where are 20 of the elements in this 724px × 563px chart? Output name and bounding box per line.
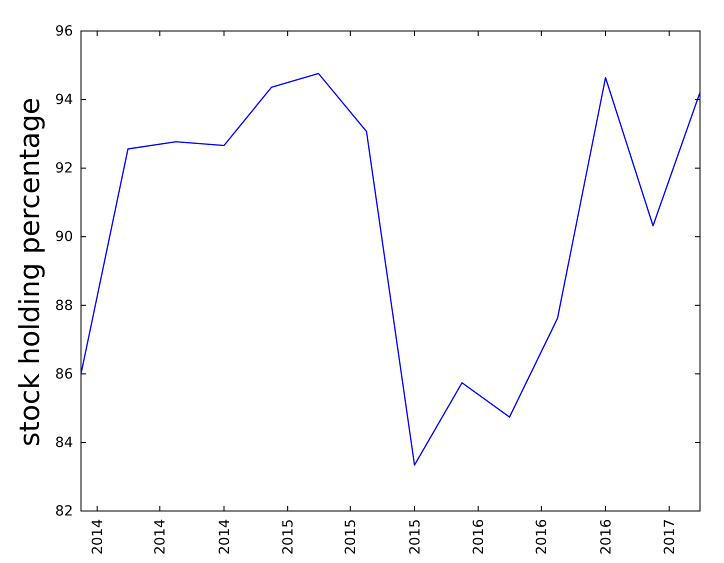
x-tick-label: 2015 [280, 519, 297, 555]
y-tick-label: 94 [55, 92, 74, 108]
x-tick-label: 2016 [534, 518, 550, 555]
y-axis-title: stock holding percentage [14, 98, 46, 446]
x-tick-label: 2014 [152, 518, 169, 555]
x-tick-label: 2015 [407, 519, 424, 555]
y-tick-label: 96 [55, 23, 74, 40]
x-tick-label: 2016 [471, 518, 488, 555]
x-tick-label: 2014 [216, 518, 233, 555]
x-tick-label: 2016 [598, 518, 614, 555]
y-tick-label: 84 [55, 434, 74, 451]
x-tick-label: 2015 [343, 519, 360, 555]
x-tick-label: 2014 [90, 518, 106, 555]
y-tick-label: 90 [55, 229, 73, 246]
line-series [80, 72, 701, 466]
y-tick-label: 92 [55, 160, 73, 177]
y-tick-label: 86 [55, 366, 74, 382]
y-tick-label: 88 [55, 298, 73, 314]
x-tick-label: 2017 [662, 519, 678, 555]
y-tick-label: 82 [55, 503, 73, 520]
